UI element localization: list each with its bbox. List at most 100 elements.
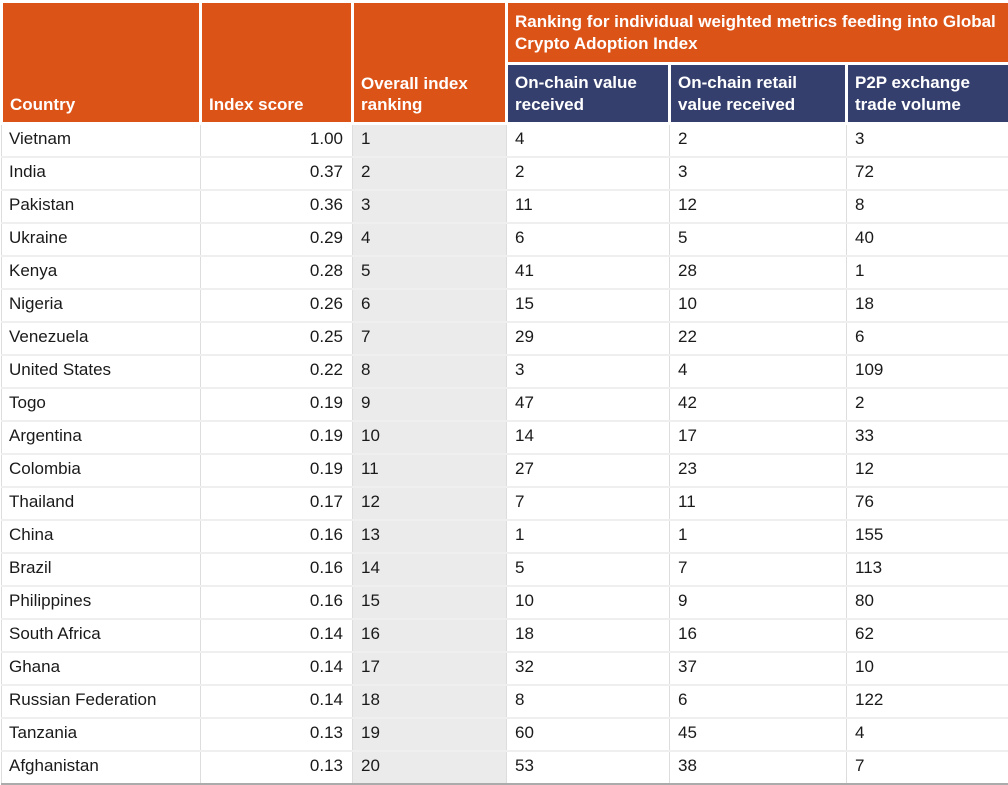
p2p-volume-cell: 3 [847, 124, 1008, 157]
on-chain-retail-cell: 12 [670, 190, 847, 223]
country-cell: Brazil [2, 553, 201, 586]
on-chain-retail-cell: 11 [670, 487, 847, 520]
p2p-volume-cell: 122 [847, 685, 1008, 718]
country-cell: Nigeria [2, 289, 201, 322]
on-chain-value-cell: 5 [507, 553, 670, 586]
overall-ranking-cell: 10 [353, 421, 507, 454]
overall-ranking-cell: 11 [353, 454, 507, 487]
on-chain-retail-cell: 23 [670, 454, 847, 487]
country-column-header: Country [2, 2, 201, 124]
on-chain-retail-cell: 3 [670, 157, 847, 190]
on-chain-value-cell: 6 [507, 223, 670, 256]
on-chain-retail-cell: 37 [670, 652, 847, 685]
overall-ranking-cell: 15 [353, 586, 507, 619]
p2p-volume-cell: 12 [847, 454, 1008, 487]
country-cell: Ghana [2, 652, 201, 685]
on-chain-retail-cell: 45 [670, 718, 847, 751]
on-chain-value-cell: 15 [507, 289, 670, 322]
country-cell: United States [2, 355, 201, 388]
index-score-cell: 0.25 [201, 322, 353, 355]
overall-ranking-column-header: Overall index ranking [353, 2, 507, 124]
overall-ranking-cell: 6 [353, 289, 507, 322]
on-chain-value-cell: 27 [507, 454, 670, 487]
on-chain-retail-column-header: On-chain retail value received [670, 64, 847, 124]
p2p-volume-cell: 4 [847, 718, 1008, 751]
overall-ranking-cell: 9 [353, 388, 507, 421]
country-cell: Thailand [2, 487, 201, 520]
p2p-volume-cell: 8 [847, 190, 1008, 223]
country-cell: Pakistan [2, 190, 201, 223]
index-score-cell: 1.00 [201, 124, 353, 157]
index-score-cell: 0.28 [201, 256, 353, 289]
p2p-volume-cell: 62 [847, 619, 1008, 652]
overall-ranking-cell: 18 [353, 685, 507, 718]
overall-ranking-cell: 5 [353, 256, 507, 289]
index-score-cell: 0.19 [201, 421, 353, 454]
index-score-cell: 0.22 [201, 355, 353, 388]
p2p-volume-cell: 113 [847, 553, 1008, 586]
country-cell: Kenya [2, 256, 201, 289]
overall-ranking-cell: 16 [353, 619, 507, 652]
country-cell: South Africa [2, 619, 201, 652]
on-chain-retail-cell: 2 [670, 124, 847, 157]
p2p-volume-cell: 80 [847, 586, 1008, 619]
overall-ranking-cell: 8 [353, 355, 507, 388]
overall-ranking-cell: 7 [353, 322, 507, 355]
index-score-cell: 0.36 [201, 190, 353, 223]
on-chain-value-cell: 53 [507, 751, 670, 784]
index-score-cell: 0.19 [201, 454, 353, 487]
p2p-volume-cell: 33 [847, 421, 1008, 454]
index-score-cell: 0.14 [201, 619, 353, 652]
weighted-metrics-banner: Ranking for individual weighted metrics … [507, 2, 1008, 64]
overall-ranking-cell: 12 [353, 487, 507, 520]
on-chain-value-cell: 18 [507, 619, 670, 652]
country-cell: China [2, 520, 201, 553]
index-score-column-header: Index score [201, 2, 353, 124]
on-chain-value-cell: 3 [507, 355, 670, 388]
index-score-cell: 0.17 [201, 487, 353, 520]
p2p-volume-cell: 7 [847, 751, 1008, 784]
p2p-volume-column-header: P2P exchange trade volume [847, 64, 1008, 124]
on-chain-retail-cell: 22 [670, 322, 847, 355]
p2p-volume-cell: 6 [847, 322, 1008, 355]
on-chain-value-cell: 1 [507, 520, 670, 553]
index-score-cell: 0.29 [201, 223, 353, 256]
overall-ranking-cell: 13 [353, 520, 507, 553]
overall-ranking-cell: 14 [353, 553, 507, 586]
on-chain-value-cell: 8 [507, 685, 670, 718]
on-chain-value-cell: 47 [507, 388, 670, 421]
p2p-volume-cell: 155 [847, 520, 1008, 553]
on-chain-retail-cell: 17 [670, 421, 847, 454]
on-chain-retail-cell: 7 [670, 553, 847, 586]
on-chain-value-cell: 7 [507, 487, 670, 520]
index-score-cell: 0.16 [201, 520, 353, 553]
country-cell: Venezuela [2, 322, 201, 355]
on-chain-value-column-header: On-chain value received [507, 64, 670, 124]
on-chain-retail-cell: 38 [670, 751, 847, 784]
index-score-cell: 0.16 [201, 586, 353, 619]
index-score-cell: 0.19 [201, 388, 353, 421]
overall-ranking-cell: 3 [353, 190, 507, 223]
on-chain-value-cell: 2 [507, 157, 670, 190]
p2p-volume-cell: 109 [847, 355, 1008, 388]
country-cell: India [2, 157, 201, 190]
p2p-volume-cell: 18 [847, 289, 1008, 322]
